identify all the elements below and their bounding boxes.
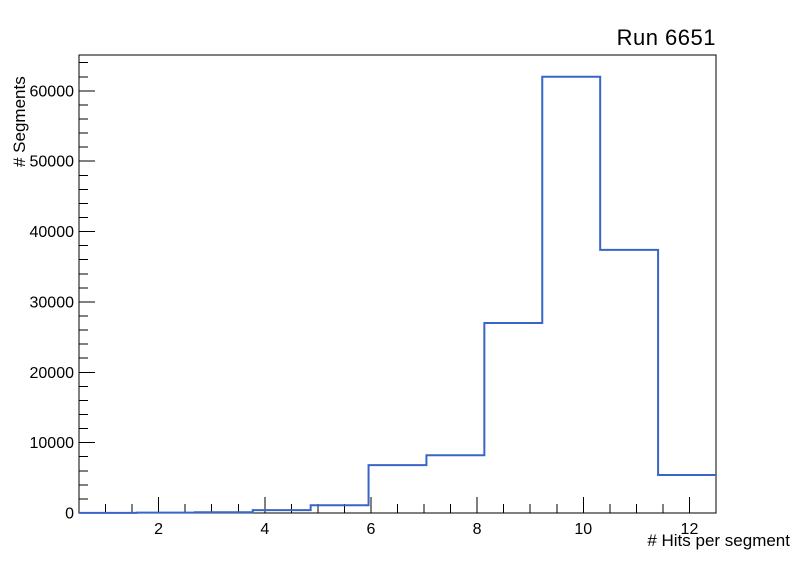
svg-text:10: 10 (574, 521, 592, 538)
svg-text:30000: 30000 (30, 294, 75, 311)
svg-text:6: 6 (367, 521, 376, 538)
svg-text:10000: 10000 (30, 435, 75, 452)
svg-text:4: 4 (260, 521, 269, 538)
svg-text:50000: 50000 (30, 154, 75, 171)
svg-text:40000: 40000 (30, 224, 75, 241)
svg-text:12: 12 (681, 521, 699, 538)
svg-text:2: 2 (154, 521, 163, 538)
svg-text:60000: 60000 (30, 83, 75, 100)
svg-text:8: 8 (473, 521, 482, 538)
svg-text:20000: 20000 (30, 365, 75, 382)
svg-text:0: 0 (65, 506, 74, 523)
y-axis-title: # Segments (10, 76, 29, 167)
x-axis-title: # Hits per segment (647, 531, 790, 550)
chart-title: Run 6651 (616, 25, 716, 50)
